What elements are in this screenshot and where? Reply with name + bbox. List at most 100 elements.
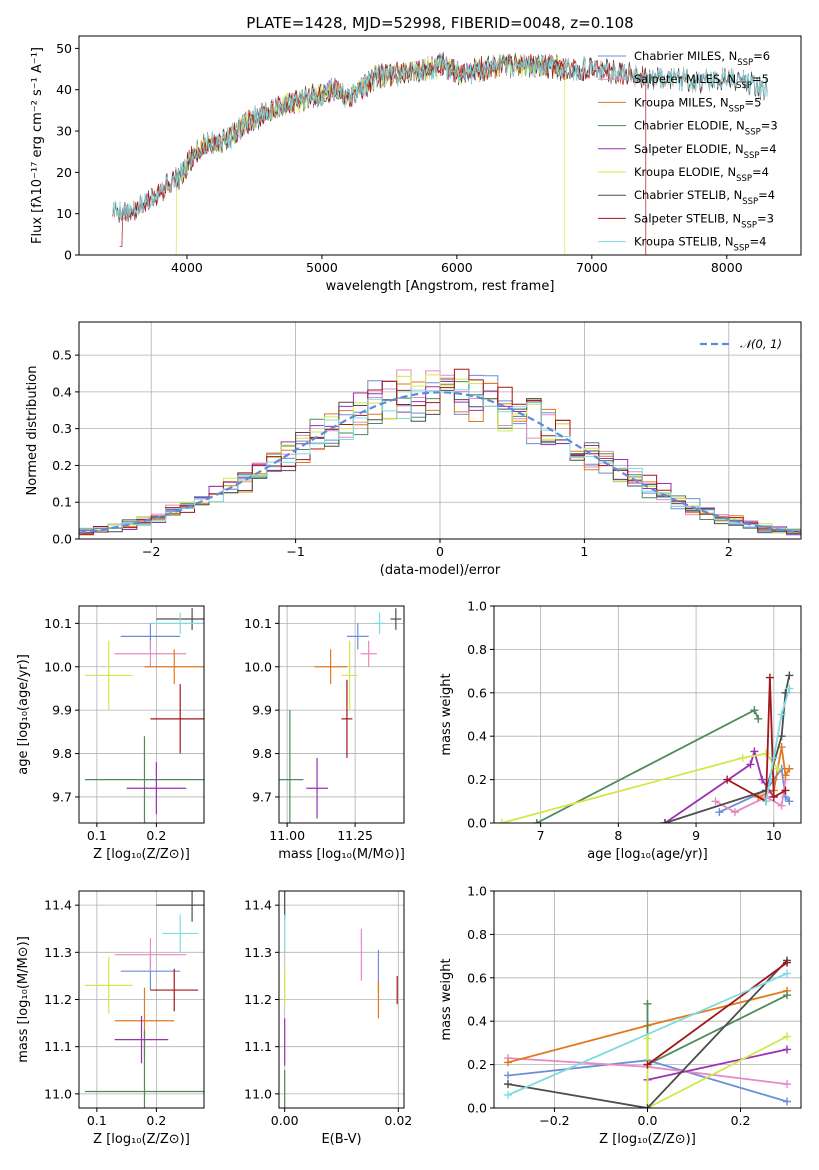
- weight-marker: [785, 671, 794, 680]
- weight-marker: [762, 749, 771, 758]
- legend-label: Salpeter STELIB, NSSP=3: [634, 211, 774, 230]
- y-tick-label: 0.6: [467, 970, 487, 985]
- y-tick-label: 11.2: [244, 992, 272, 1007]
- plot-area: [279, 891, 404, 1108]
- weight-marker: [758, 775, 767, 784]
- x-tick-label: 0.1: [87, 828, 107, 843]
- weight-line: [507, 972, 788, 1096]
- errorbar-point: [156, 891, 204, 922]
- legend-value: =5: [744, 95, 761, 109]
- legend-value: =6: [753, 49, 770, 63]
- x-axis-label: (data-model)/error: [380, 563, 501, 578]
- legend-subscript: SSP: [736, 174, 752, 184]
- y-axis-label: age [log₁₀(age/yr)]: [16, 654, 31, 775]
- y-tick-label: 40: [56, 82, 72, 97]
- y-tick-label: 9.7: [52, 789, 72, 804]
- x-axis-label: Z [log₁₀(Z/Z⊙)]: [93, 1132, 190, 1147]
- weight-marker: [497, 819, 506, 823]
- weight-marker: [783, 1080, 792, 1089]
- y-axis-label: mass weight: [439, 958, 454, 1040]
- errorbar-point: [144, 649, 204, 685]
- y-tick-label: 0.0: [467, 1101, 487, 1116]
- errorbar-point: [114, 640, 187, 667]
- legend-value: =4: [749, 235, 766, 249]
- weight-marker: [750, 706, 759, 715]
- y-tick-label: 10.1: [44, 616, 72, 631]
- x-tick-label: 0.0: [638, 1113, 658, 1128]
- y-tick-label: 0.0: [467, 816, 487, 831]
- y-tick-label: 11.2: [44, 992, 72, 1007]
- histogram-step: [79, 389, 801, 535]
- y-tick-label: 0.0: [52, 532, 72, 547]
- x-tick-label: 0.2: [731, 1113, 751, 1128]
- y-axis-label: Flux [fλ10⁻¹⁷ erg cm⁻² s⁻¹ A⁻¹]: [30, 47, 45, 244]
- x-tick-label: 5000: [306, 260, 338, 275]
- weight-marker: [769, 753, 778, 762]
- y-tick-label: 0.5: [52, 348, 72, 363]
- y-tick-label: 0.6: [467, 685, 487, 700]
- errorbar-point: [279, 710, 304, 823]
- weight-marker: [783, 1045, 792, 1054]
- weight-marker: [750, 747, 759, 756]
- legend-value: =3: [757, 211, 774, 225]
- weight-marker: [503, 1090, 512, 1099]
- weight-marker: [746, 760, 755, 769]
- x-tick-label: 0.1: [87, 1113, 107, 1128]
- x-tick-label: 9: [692, 828, 700, 843]
- errorbar-point: [360, 640, 377, 667]
- legend-label: Kroupa ELODIE, NSSP=4: [634, 165, 769, 184]
- errorbar-point: [390, 608, 402, 630]
- legend-label: 𝒩(0, 1): [740, 337, 782, 351]
- x-tick-label: 2: [725, 544, 733, 559]
- legend-label: Chabrier ELODIE, NSSP=3: [634, 119, 778, 138]
- legend-subscript: SSP: [737, 58, 753, 68]
- errorbar-point: [156, 608, 204, 630]
- y-tick-label: 11.4: [44, 898, 72, 913]
- y-axis-label: Normed distribution: [25, 366, 40, 496]
- legend-subscript: SSP: [744, 151, 760, 161]
- errorbar-point: [341, 679, 353, 758]
- legend-label: Salpeter ELODIE, NSSP=4: [634, 142, 777, 161]
- legend-subscript: SSP: [734, 244, 750, 254]
- weight-line: [646, 1035, 788, 1108]
- weight-marker: [723, 775, 732, 784]
- weight-marker: [781, 771, 790, 780]
- y-tick-label: 10.1: [244, 616, 272, 631]
- axes-frame: [278, 605, 405, 824]
- axes-frame: [78, 890, 205, 1109]
- y-tick-label: 9.9: [252, 703, 272, 718]
- panel-weight-vs-Z: −0.2 0.0 0.2 0.0 0.2 0.4 0.6 0.8 1.0 Z [log₁₀(Z/Z…: [439, 884, 802, 1147]
- plot-area: [112, 51, 768, 255]
- y-tick-label: 0.3: [52, 421, 72, 436]
- errorbar-point: [162, 914, 199, 953]
- x-axis-label: wavelength [Angstrom, rest frame]: [326, 279, 555, 294]
- y-tick-label: 0.8: [467, 642, 487, 657]
- axes-frame: [78, 321, 802, 540]
- y-tick-label: 9.8: [52, 746, 72, 761]
- plot-area: [79, 606, 204, 823]
- y-tick-label: 0.2: [467, 772, 487, 787]
- y-axis-label: mass [log₁₀(M/M⊙)]: [16, 936, 31, 1063]
- y-tick-label: 9.9: [52, 703, 72, 718]
- y-tick-label: 1.0: [467, 884, 487, 899]
- errorbar-point: [114, 1016, 169, 1064]
- y-tick-label: 0.2: [52, 458, 72, 473]
- y-tick-label: 11.3: [244, 945, 272, 960]
- legend-value: =4: [752, 165, 769, 179]
- plot-area: [79, 891, 204, 1108]
- weight-line: [646, 961, 788, 1066]
- legend-label: Chabrier STELIB, NSSP=4: [634, 188, 775, 207]
- errorbar-point: [150, 612, 204, 635]
- panel-weight-vs-age: 7 8 9 10 0.0 0.2 0.4 0.6 0.8 1.0 age [log₁₀(age/yr…: [439, 599, 802, 862]
- weight-marker: [754, 714, 763, 723]
- weight-marker: [777, 801, 786, 810]
- errorbar-point: [341, 640, 358, 711]
- panel-mass-vs-Z: 0.1 0.2 11.0 11.1 11.2 11.3 11.4 Z [log₁₀(Z/Z⊙)…: [16, 890, 205, 1147]
- spectrum-line: [112, 53, 768, 222]
- y-tick-label: 0.4: [467, 1014, 487, 1029]
- weight-marker: [643, 1034, 652, 1043]
- weight-marker: [532, 819, 541, 823]
- legend-subscript: SSP: [745, 128, 761, 138]
- normal-curve: [79, 391, 801, 534]
